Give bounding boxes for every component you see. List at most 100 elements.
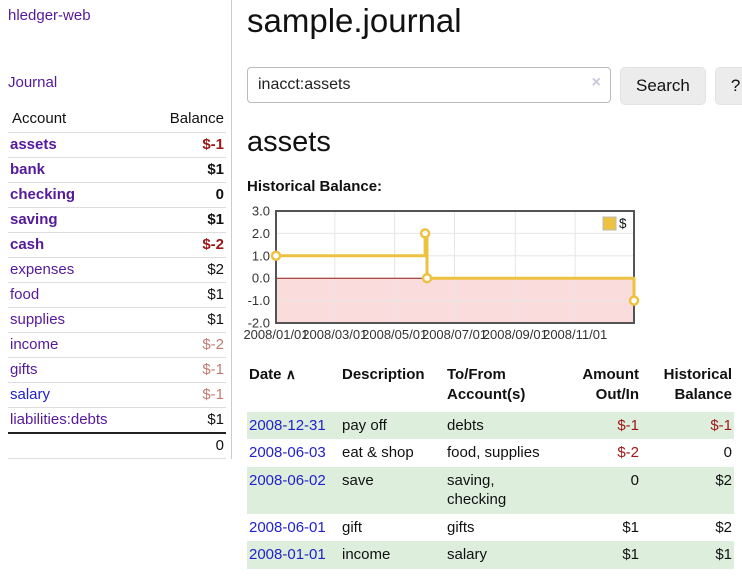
account-row: food $1 (8, 282, 226, 308)
account-balance: $-2 (144, 232, 226, 258)
svg-text:2008/03/01: 2008/03/01 (302, 327, 367, 342)
accounts-header-balance: Balance (169, 110, 224, 127)
transaction-description: eat & shop (342, 444, 414, 461)
transaction-description: pay off (342, 411, 447, 439)
account-balance: $1 (144, 407, 226, 433)
transaction-date-link[interactable]: 2008-12-31 (249, 416, 326, 434)
account-link-bank[interactable]: bank (10, 161, 46, 178)
account-balance: $1 (144, 282, 226, 308)
transaction-amount: 0 (559, 466, 641, 514)
transaction-balance: $-1 (641, 411, 734, 439)
account-balance: $1 (144, 157, 226, 183)
account-link-saving[interactable]: saving (10, 211, 58, 228)
account-row: checking 0 (8, 182, 226, 208)
account-row: saving $1 (8, 207, 226, 233)
transaction-amount: $1 (559, 541, 641, 569)
account-link-checking[interactable]: checking (10, 186, 76, 203)
page-title: sample.journal (247, 2, 462, 39)
account-link-supplies[interactable]: supplies (10, 311, 66, 328)
svg-text:2008/11/01: 2008/11/01 (543, 327, 607, 342)
accounts-total-value: 0 (144, 432, 226, 459)
accounts-table: Account Balance assets $-1 bank $1 check… (8, 107, 226, 459)
account-link-gifts[interactable]: gifts (10, 361, 38, 378)
account-balance: $-1 (144, 382, 226, 408)
account-row: expenses $2 (8, 257, 226, 283)
search-bar: × Search ? (247, 67, 742, 105)
transaction-balance: 0 (723, 444, 732, 461)
transaction-date-link[interactable]: 2008-06-03 (249, 444, 326, 461)
transaction-row[interactable]: 2008-12-31 pay off debts $-1 $-1 (247, 411, 734, 439)
transaction-row[interactable]: 2008-06-01 gift gifts $1 $2 (247, 514, 734, 542)
transaction-row[interactable]: 2008-06-02 save saving, checking 0 $2 (247, 466, 734, 514)
transaction-balance: $2 (715, 518, 732, 536)
account-balance: $-2 (144, 332, 226, 358)
account-row: assets $-1 (8, 132, 226, 158)
transaction-date-link[interactable]: 2008-01-01 (249, 546, 326, 563)
accounts-total-row: 0 (8, 432, 226, 459)
account-row: supplies $1 (8, 307, 226, 333)
historical-balance-chart: 3.0 2.0 1.0 0.0 -1.0 -2.0 2008/01/01 2008/03/01… (242, 201, 742, 353)
transaction-balance: $1 (641, 541, 734, 569)
svg-text:2008/05/01: 2008/05/01 (362, 327, 427, 342)
svg-text:1.0: 1.0 (252, 248, 270, 263)
account-link-liabilities-debts[interactable]: liabilities:debts (10, 411, 108, 428)
register-header-date[interactable]: Date ∧ (249, 366, 296, 383)
svg-text:2008/09/01: 2008/09/01 (483, 327, 548, 342)
transaction-description: gift (342, 518, 363, 536)
account-row: salary $-1 (8, 382, 226, 408)
transaction-date-link[interactable]: 2008-06-02 (249, 471, 326, 489)
transaction-accounts: gifts (447, 518, 475, 536)
account-heading: assets (247, 126, 331, 158)
transaction-row[interactable]: 2008-06-03 eat & shop food, supplies $-2… (247, 439, 734, 467)
register-header-description: Description (342, 366, 425, 383)
svg-text:$: $ (619, 216, 627, 231)
account-balance: $1 (144, 207, 226, 233)
sort-ascending-icon: ∧ (285, 366, 296, 382)
chart-canvas: 3.0 2.0 1.0 0.0 -1.0 -2.02008/01/012008/03/01… (243, 204, 640, 342)
accounts-header-account: Account (12, 110, 67, 127)
transaction-accounts: salary (447, 541, 559, 569)
account-link-food[interactable]: food (10, 286, 40, 303)
register-header-accounts: To/From Account(s) (447, 366, 526, 404)
account-balance: $1 (144, 307, 226, 333)
svg-text:2008/07/01: 2008/07/01 (422, 327, 487, 342)
transaction-date-link[interactable]: 2008-06-01 (249, 518, 326, 536)
transaction-accounts: debts (447, 411, 559, 439)
search-input[interactable] (247, 67, 611, 103)
account-link-cash[interactable]: cash (10, 236, 45, 253)
help-button[interactable]: ? (714, 67, 742, 105)
sidebar: hledger-web Journal Account Balance asse… (0, 0, 232, 459)
account-row: liabilities:debts $1 (8, 407, 226, 433)
account-link-salary[interactable]: salary (10, 386, 51, 403)
svg-text:-2.0: -2.0 (248, 316, 270, 331)
account-balance: $-1 (144, 357, 226, 383)
account-balance: $-1 (144, 132, 226, 158)
account-link-assets[interactable]: assets (10, 136, 57, 153)
search-button[interactable]: Search (620, 67, 706, 105)
account-link-income[interactable]: income (10, 336, 59, 353)
account-balance: $2 (144, 257, 226, 283)
account-row: cash $-2 (8, 232, 226, 258)
transaction-accounts: food, supplies (447, 444, 540, 461)
clear-search-icon[interactable]: × (591, 74, 601, 91)
transaction-row[interactable]: 2008-01-01 income salary $1 $1 (247, 541, 734, 569)
svg-text:2008/01/01: 2008/01/01 (243, 327, 308, 342)
register-header-amount: Amount Out/In (582, 366, 639, 404)
svg-text:-1.0: -1.0 (248, 293, 270, 308)
register-table: Date ∧ Description To/From Account(s) Am… (247, 363, 734, 569)
transaction-amount: $-1 (559, 411, 641, 439)
svg-text:3.0: 3.0 (252, 204, 270, 219)
account-balance: 0 (144, 182, 226, 208)
register-header-balance: Historical Balance (663, 366, 732, 404)
account-row: gifts $-1 (8, 357, 226, 383)
account-row: bank $1 (8, 157, 226, 183)
sidebar-item-journal[interactable]: Journal (8, 74, 58, 91)
transaction-amount: $1 (622, 518, 639, 536)
transaction-description: income (342, 541, 447, 569)
svg-text:0.0: 0.0 (252, 271, 270, 286)
app-brand-link[interactable]: hledger-web (8, 7, 91, 24)
chart-title: Historical Balance: (247, 178, 383, 195)
account-link-expenses[interactable]: expenses (10, 261, 75, 278)
svg-text:2.0: 2.0 (252, 226, 270, 241)
transaction-balance: $2 (641, 466, 734, 514)
